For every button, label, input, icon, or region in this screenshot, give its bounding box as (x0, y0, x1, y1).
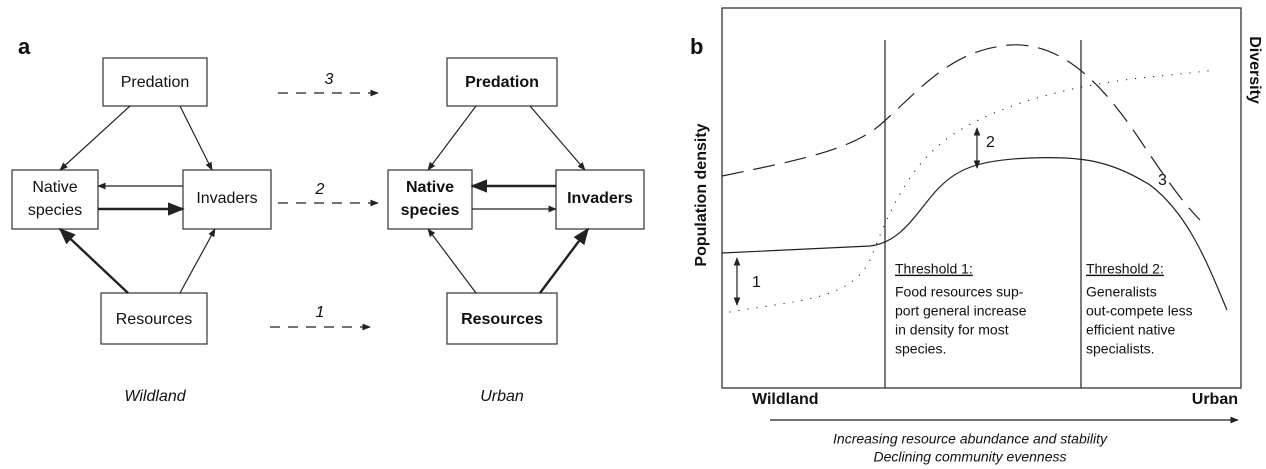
threshold-text: Generalists (1086, 284, 1157, 300)
arrow (58, 227, 129, 294)
node-box (100, 292, 208, 345)
solid-curve (721, 156, 1228, 311)
transition-label: 2 (315, 181, 325, 198)
node-label: species (28, 202, 82, 219)
panel-label: b (690, 34, 703, 59)
node-box (555, 169, 645, 230)
node-box (102, 57, 208, 107)
node-label: species (401, 202, 460, 219)
transition-label: 1 (316, 304, 325, 321)
node-label: Native (32, 179, 77, 196)
curve-label: 1 (752, 274, 761, 291)
node-label: Predation (465, 74, 539, 91)
curve-label: 2 (986, 134, 995, 151)
arrow (179, 105, 213, 171)
threshold-text: in density for most (895, 322, 1009, 338)
caption: Urban (480, 388, 524, 405)
arrow (427, 228, 477, 294)
node-box (387, 169, 473, 230)
arrow (539, 227, 590, 294)
curve-label: 3 (1158, 172, 1167, 189)
wildland-diagram: Predation Native species Invaders Resour… (11, 57, 272, 405)
arrow (427, 105, 477, 171)
node-label: Predation (121, 74, 190, 91)
node-label: Invaders (196, 190, 257, 207)
node-label: Resources (461, 311, 543, 328)
panel-label: a (18, 34, 31, 59)
arrow (529, 105, 586, 171)
threshold-title: Threshold 2: (1086, 261, 1164, 277)
dotted-curve (729, 69, 1216, 313)
arrow (59, 105, 131, 171)
plot-frame (721, 7, 1242, 389)
threshold-text: port general increase (895, 303, 1027, 319)
y2-axis-label: Diversity (1246, 36, 1263, 104)
transition-label: 3 (325, 71, 334, 88)
x-caption: Declining community evenness (874, 449, 1067, 465)
node-box (182, 169, 272, 230)
x-end-label: Urban (1192, 391, 1238, 408)
x-start-label: Wildland (752, 391, 819, 408)
concept-chart: 1 2 3 Threshold 1: Food resources sup- p… (693, 7, 1263, 465)
threshold-text: species. (895, 341, 946, 357)
threshold-text: Food resources sup- (895, 284, 1024, 300)
node-label: Native (406, 179, 454, 196)
node-box (446, 57, 558, 107)
y-axis-label: Population density (693, 123, 710, 266)
threshold-title: Threshold 1: (895, 261, 973, 277)
threshold-text: efficient native (1086, 322, 1175, 338)
dashed-curve (721, 44, 1201, 221)
caption: Wildland (124, 388, 186, 405)
threshold-text: specialists. (1086, 341, 1154, 357)
node-label: Invaders (567, 190, 633, 207)
node-box (11, 169, 99, 230)
threshold-text: out-compete less (1086, 303, 1193, 319)
arrow (179, 228, 216, 294)
urban-diagram: Predation Native species Invaders Resour… (387, 57, 645, 405)
node-label: Resources (116, 311, 192, 328)
transitions: 3 2 1 (270, 71, 379, 331)
node-box (446, 292, 558, 345)
x-caption: Increasing resource abundance and stabil… (833, 431, 1108, 447)
